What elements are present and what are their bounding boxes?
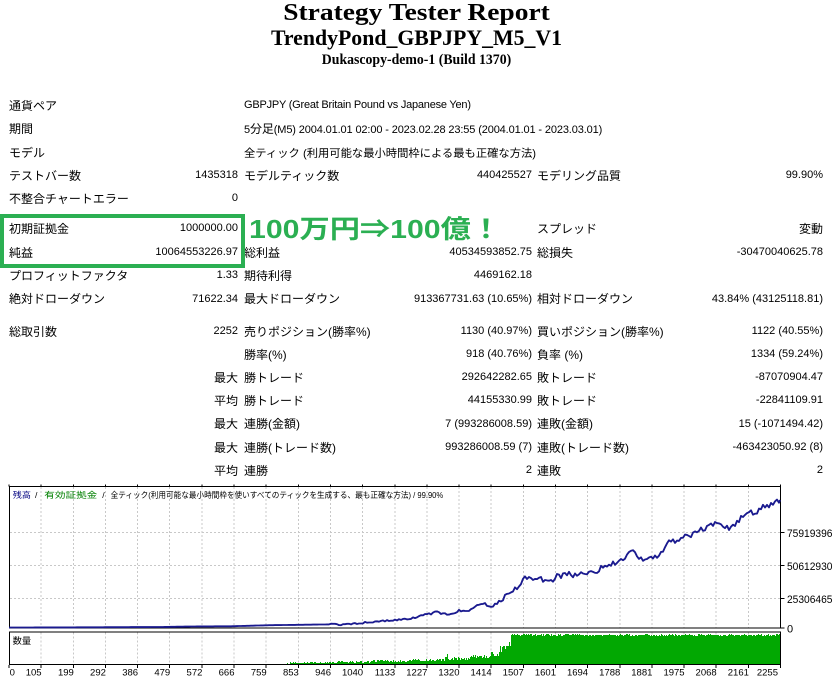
svg-text:数量: 数量: [13, 633, 32, 647]
svg-text:2255: 2255: [757, 668, 778, 679]
svg-text:1507: 1507: [503, 668, 524, 679]
svg-text:25306465: 25306465: [787, 594, 833, 606]
svg-text:50612930: 50612930: [787, 561, 833, 573]
svg-text:1601: 1601: [535, 668, 556, 679]
svg-text:1788: 1788: [599, 668, 620, 679]
svg-text:1227: 1227: [406, 668, 427, 679]
svg-text:2161: 2161: [728, 668, 749, 679]
svg-text:1133: 1133: [375, 668, 395, 679]
svg-text:759: 759: [251, 668, 267, 679]
svg-text:946: 946: [315, 668, 331, 679]
svg-text:/: /: [102, 489, 105, 501]
svg-text:572: 572: [187, 668, 203, 679]
svg-text:1881: 1881: [631, 668, 652, 679]
svg-text:全ティック(利用可能な最小時間枠を使いすべてのティックを生成: 全ティック(利用可能な最小時間枠を使いすべてのティックを生成する、最も正確な方法…: [111, 489, 444, 501]
svg-text:2068: 2068: [696, 668, 717, 679]
svg-text:0: 0: [787, 624, 793, 636]
svg-text:/: /: [35, 489, 38, 501]
svg-text:0: 0: [10, 668, 15, 679]
svg-text:199: 199: [58, 668, 74, 679]
svg-text:有効証拠金: 有効証拠金: [44, 489, 97, 501]
svg-text:386: 386: [122, 668, 138, 679]
svg-text:1414: 1414: [471, 668, 492, 679]
svg-text:1320: 1320: [438, 668, 459, 679]
svg-text:666: 666: [219, 668, 235, 679]
svg-text:105: 105: [26, 668, 42, 679]
svg-text:1975: 1975: [663, 668, 684, 679]
svg-text:1040: 1040: [342, 668, 363, 679]
svg-text:残高: 残高: [13, 489, 32, 501]
svg-text:75919396: 75919396: [787, 528, 833, 540]
svg-text:853: 853: [283, 668, 299, 679]
svg-text:479: 479: [154, 668, 170, 679]
svg-text:1694: 1694: [567, 668, 588, 679]
svg-text:292: 292: [90, 668, 106, 679]
